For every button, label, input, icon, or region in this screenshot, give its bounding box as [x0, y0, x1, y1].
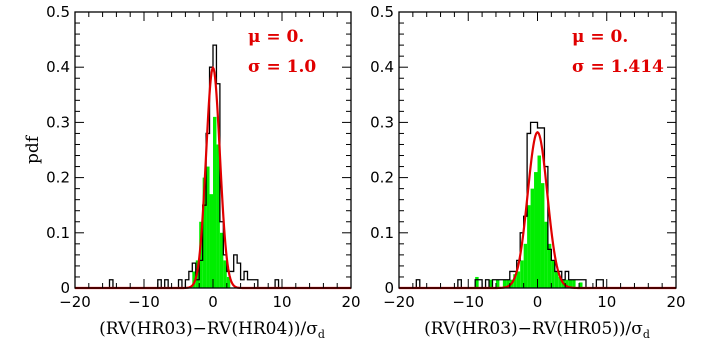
x-tick-label: −10: [128, 293, 160, 311]
green-bar: [475, 276, 479, 288]
green-bar: [520, 260, 524, 288]
y-tick-label: 0.2: [370, 169, 394, 187]
panel-left: pdf −20 −10 0 10 20 0 0.1 0.2 0.3 0.4 0.5 μ = 0. σ…: [23, 3, 361, 341]
green-bar: [572, 279, 576, 288]
green-bar: [530, 188, 535, 288]
green-bar: [565, 279, 569, 288]
green-bar: [540, 183, 545, 288]
green-bar: [506, 279, 510, 288]
green-bar: [202, 177, 207, 288]
green-bar: [534, 172, 538, 288]
annotation-mu: μ = 0.: [248, 27, 304, 47]
green-bar: [551, 260, 555, 288]
x-tick-label: 10: [272, 293, 291, 311]
x-tick-label: 20: [341, 293, 360, 311]
y-tick-label: 0: [60, 279, 70, 297]
x-tick-label: 10: [597, 293, 616, 311]
green-bar: [219, 232, 224, 288]
green-bar: [558, 276, 562, 288]
green-bar: [544, 221, 548, 288]
y-tick-label: 0.1: [370, 224, 394, 242]
green-bar: [223, 260, 227, 288]
green-bar: [206, 166, 210, 288]
axes-left: −20 −10 0 10 20 0 0.1 0.2 0.3 0.4 0.5: [46, 3, 360, 311]
annotation-mu: μ = 0.: [572, 27, 628, 47]
y-tick-label: 0.5: [370, 3, 394, 21]
x-tick-label: 0: [533, 293, 543, 311]
green-bar: [513, 274, 517, 288]
y-tick-label: 0.5: [46, 3, 70, 21]
green-bar: [527, 205, 531, 288]
y-tick-label: 0.3: [370, 113, 394, 131]
marks-left: [75, 44, 351, 290]
x-tick-label: 0: [208, 293, 218, 311]
green-bar: [209, 194, 213, 288]
green-bar: [502, 279, 507, 288]
y-axis-title: pdf: [23, 134, 43, 164]
green-bar: [537, 155, 541, 288]
green-bar: [199, 221, 203, 288]
green-bar: [192, 271, 196, 288]
y-tick-label: 0: [384, 279, 394, 297]
y-tick-label: 0.2: [46, 169, 70, 187]
green-bar: [495, 279, 500, 288]
green-bar: [568, 279, 573, 288]
green-bar: [489, 279, 493, 288]
x-tick-label: −20: [383, 293, 415, 311]
y-tick-label: 0.1: [46, 224, 70, 242]
histogram-step: [415, 121, 607, 289]
x-tick-label: 20: [666, 293, 685, 311]
x-tick-label: −20: [59, 293, 91, 311]
y-tick-label: 0.4: [46, 58, 70, 76]
green-bar: [216, 144, 220, 288]
y-tick-label: 0.3: [46, 113, 70, 131]
x-axis-title: (RV(HR03)−RV(HR04))/σd: [99, 319, 325, 341]
axes-right: −20 −10 0 10 20 0 0.1 0.2 0.3 0.4 0.5: [370, 3, 685, 311]
marks-right: [399, 121, 676, 290]
green-bar: [516, 271, 521, 288]
green-bar: [554, 271, 559, 288]
annotation-sigma: σ = 1.0: [248, 57, 316, 77]
green-bar: [523, 243, 528, 288]
annotation-sigma: σ = 1.414: [572, 57, 664, 77]
x-axis-title: (RV(HR03)−RV(HR05))/σd: [424, 319, 650, 341]
panel-right: −20 −10 0 10 20 0 0.1 0.2 0.3 0.4 0.5 μ = 0. σ = 1…: [370, 3, 685, 341]
x-tick-label: −10: [452, 293, 484, 311]
green-bar: [226, 276, 231, 288]
green-bar: [213, 116, 217, 288]
green-bar: [579, 282, 583, 288]
green-bar: [547, 243, 552, 288]
histogram-step: [108, 44, 282, 289]
y-tick-label: 0.4: [370, 58, 394, 76]
